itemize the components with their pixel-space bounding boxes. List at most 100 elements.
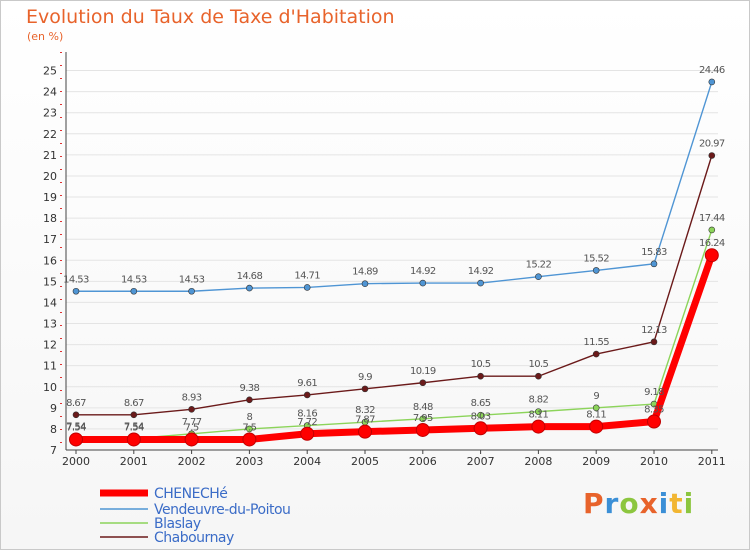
x-tick-label: 2003 [235, 455, 263, 468]
data-label: 7.54 [124, 422, 144, 433]
data-label: 8.67 [66, 398, 86, 409]
logo-letter: i [658, 487, 670, 520]
data-point [535, 408, 542, 415]
x-tick-label: 2002 [178, 455, 206, 468]
data-point [531, 419, 546, 434]
data-label: 8 [247, 412, 253, 423]
data-point [473, 421, 488, 436]
data-point [130, 287, 138, 295]
chart-title: Evolution du Taux de Taxe d'Habitation [26, 6, 395, 28]
data-label: 14.92 [468, 266, 494, 277]
data-point [535, 372, 542, 380]
data-point [708, 152, 716, 159]
data-point [419, 279, 427, 287]
axes: 7 8 9 10 11 12 13 14 15 16 17 18 19 20 21 22 23 24 25 2000 2… [43, 52, 726, 468]
data-point [477, 411, 484, 419]
data-point [361, 280, 369, 287]
data-label: 7.54 [66, 422, 86, 433]
data-point [477, 279, 484, 287]
y-tick-label: 20 [43, 170, 57, 183]
data-label: 7.54 [124, 422, 144, 433]
x-tick-label: 2006 [409, 455, 437, 468]
y-tick-label: 10 [43, 381, 57, 394]
data-label: 17.44 [699, 213, 725, 224]
data-label: 16.24 [699, 238, 725, 249]
y-tick-label: 15 [43, 275, 57, 288]
logo-letter: o [619, 487, 640, 520]
series-line-1 [75, 81, 713, 292]
y-tick-label: 22 [43, 128, 57, 141]
data-label: 8.82 [528, 395, 548, 406]
legend-label: Vendeuvre-du-Poitou [154, 502, 290, 518]
data-point [242, 432, 257, 447]
data-label: 15.83 [641, 247, 667, 258]
data-point [415, 422, 430, 437]
data-point [303, 391, 311, 399]
data-label: 7.87 [355, 415, 375, 426]
data-point [592, 404, 600, 412]
data-point [419, 415, 427, 423]
proxiti-logo: Proxiti [583, 487, 694, 520]
data-label: 8.32 [355, 405, 375, 416]
data-label: 9.18 [644, 387, 664, 398]
data-point [708, 78, 716, 86]
data-label: 14.89 [352, 267, 378, 278]
data-label: 8.16 [297, 409, 317, 420]
y-tick-label: 16 [43, 254, 57, 267]
data-label: 8.11 [528, 410, 548, 421]
logo-letter: P [583, 487, 605, 520]
data-label: 10.5 [528, 359, 548, 370]
y-tick-label: 23 [43, 107, 57, 120]
y-tick-label: 13 [43, 318, 57, 331]
data-label: 7.54 [66, 422, 86, 433]
x-tick-label: 2009 [582, 455, 610, 468]
chart-subtitle: (en %) [27, 30, 64, 43]
data-label: 14.68 [237, 271, 263, 282]
y-tick-label: 14 [43, 296, 57, 309]
data-label: 8.03 [471, 411, 491, 422]
data-label: 8.35 [644, 405, 664, 416]
data-point [592, 267, 600, 274]
legend: CHENECHéVendeuvre-du-PoitouBlaslayChabou… [100, 486, 291, 546]
series-line-2 [75, 229, 713, 440]
grid-lines [66, 70, 718, 451]
data-point [361, 385, 369, 393]
data-point [419, 379, 427, 387]
data-point [358, 424, 372, 439]
logo-letter: i [683, 487, 695, 520]
data-point [592, 350, 600, 358]
data-label: 10.5 [471, 359, 491, 370]
data-label: 10.19 [410, 366, 436, 377]
data-label: 8.65 [471, 398, 491, 409]
x-tick-label: 2010 [640, 455, 668, 468]
data-label: 14.53 [121, 274, 147, 285]
y-tick-label: 24 [43, 86, 57, 99]
x-tick-label: 2001 [120, 455, 148, 468]
data-point [647, 414, 661, 429]
data-point [246, 425, 253, 433]
data-point [650, 260, 658, 268]
x-tick-label: 2008 [524, 455, 552, 468]
data-label: 7.5 [185, 422, 199, 433]
data-label: 7.77 [182, 417, 202, 428]
data-label: 12.13 [641, 325, 667, 336]
y-tick-label: 17 [43, 233, 57, 246]
data-point [246, 284, 253, 292]
series-lines [69, 78, 719, 447]
data-label: 8.48 [413, 402, 433, 413]
y-tick-label: 25 [43, 65, 57, 78]
data-point [246, 396, 253, 404]
data-label: 8.67 [124, 398, 144, 409]
data-label: 15.52 [583, 253, 609, 264]
data-point [72, 411, 80, 419]
data-label: 9.9 [358, 372, 372, 383]
legend-label: CHENECHé [154, 486, 227, 502]
y-tick-label: 11 [43, 360, 57, 373]
x-tick-label: 2004 [293, 455, 321, 468]
y-tick-label: 9 [50, 402, 57, 415]
x-tick-label: 2005 [351, 455, 379, 468]
series-line-0 [72, 251, 716, 443]
data-point [704, 248, 719, 263]
data-point [184, 432, 199, 447]
